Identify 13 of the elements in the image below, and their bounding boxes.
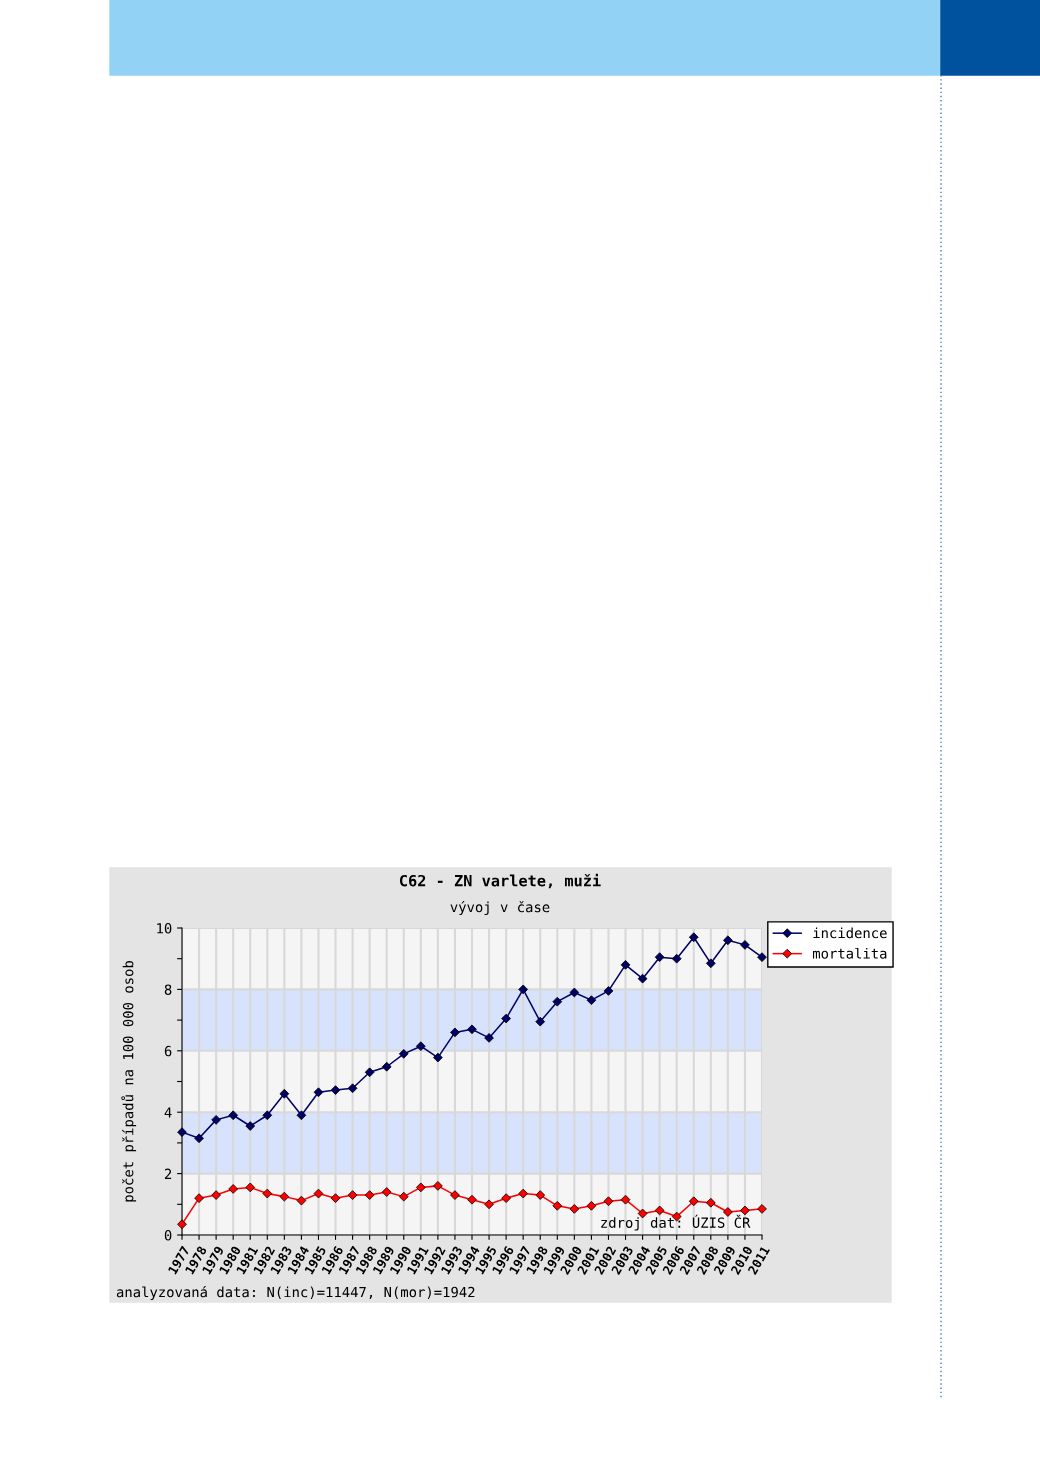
y-tick-label: 0 bbox=[164, 1230, 172, 1241]
y-tick-label: 6 bbox=[164, 1045, 172, 1057]
annotation: zdroj dat: ÚZIS ČR bbox=[601, 1214, 751, 1231]
legend-label: incidence bbox=[813, 927, 887, 939]
y-axis-title: počet případů na 100 000 osob bbox=[121, 961, 137, 1202]
y-tick-label: 10 bbox=[157, 923, 172, 934]
y-tick-label: 8 bbox=[164, 984, 172, 995]
text: analyzovaná data: N(inc)=11447, N(mor)=1942 bbox=[116, 1286, 475, 1300]
chart-title: C62 - ZN varlete, muži bbox=[399, 873, 601, 889]
y-tick-label: 2 bbox=[164, 1168, 172, 1179]
legend-label: mortalita bbox=[812, 947, 887, 959]
chart-subtitle: vývoj v čase bbox=[450, 901, 550, 915]
y-tick-label: 4 bbox=[164, 1107, 172, 1118]
